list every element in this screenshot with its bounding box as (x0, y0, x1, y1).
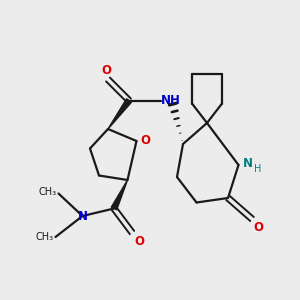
Text: O: O (134, 235, 144, 248)
Text: NH: NH (160, 94, 180, 107)
Polygon shape (111, 180, 128, 210)
Text: CH₃: CH₃ (39, 187, 57, 197)
Text: O: O (140, 134, 150, 148)
Text: O: O (101, 64, 112, 76)
Polygon shape (108, 99, 131, 129)
Text: N: N (243, 157, 253, 170)
Text: O: O (254, 221, 263, 234)
Text: H: H (254, 164, 262, 174)
Text: CH₃: CH₃ (36, 232, 54, 242)
Text: N: N (77, 209, 88, 223)
